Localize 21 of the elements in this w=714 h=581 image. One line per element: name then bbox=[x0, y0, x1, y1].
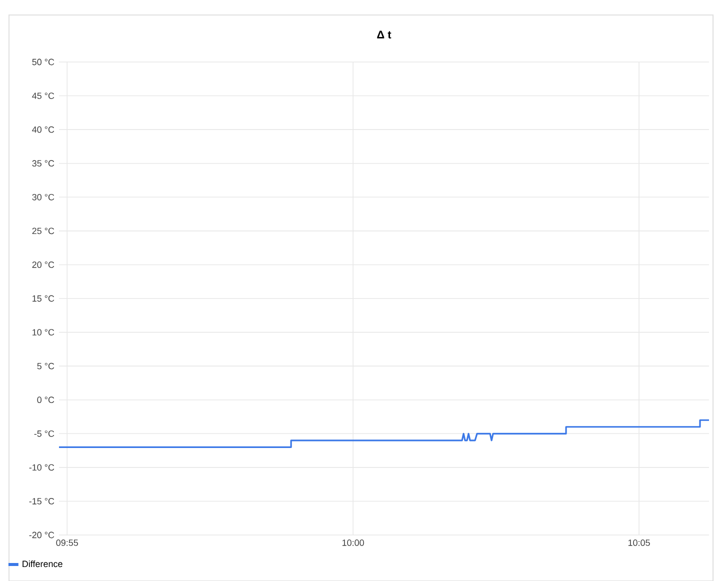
y-tick-label: -20 °C bbox=[29, 532, 54, 538]
y-tick-label: 0 °C bbox=[37, 396, 54, 404]
y-tick-label: 20 °C bbox=[32, 262, 54, 268]
line-series bbox=[59, 419, 710, 448]
y-tick-label: 40 °C bbox=[32, 126, 54, 133]
x-tick-label: 09:55 bbox=[56, 540, 78, 546]
x-tick-label: 10:00 bbox=[342, 540, 364, 546]
y-tick-label: 5 °C bbox=[37, 362, 54, 370]
y-tick-label: 45 °C bbox=[32, 92, 54, 99]
y-tick-label: 15 °C bbox=[32, 295, 54, 302]
y-tick-label: 10 °C bbox=[32, 329, 54, 336]
y-tick-label: -10 °C bbox=[29, 464, 54, 471]
y-tick-label: 50 °C bbox=[32, 58, 54, 66]
legend-label: Difference bbox=[22, 560, 62, 568]
y-tick-label: 35 °C bbox=[32, 160, 54, 167]
chart-title: Δ t bbox=[377, 30, 392, 38]
x-tick-label: 10:05 bbox=[628, 540, 650, 546]
y-tick-label: -15 °C bbox=[29, 498, 54, 504]
y-tick-label: -5 °C bbox=[34, 430, 54, 437]
y-tick-label: 30 °C bbox=[32, 194, 54, 200]
y-tick-label: 25 °C bbox=[32, 228, 54, 234]
